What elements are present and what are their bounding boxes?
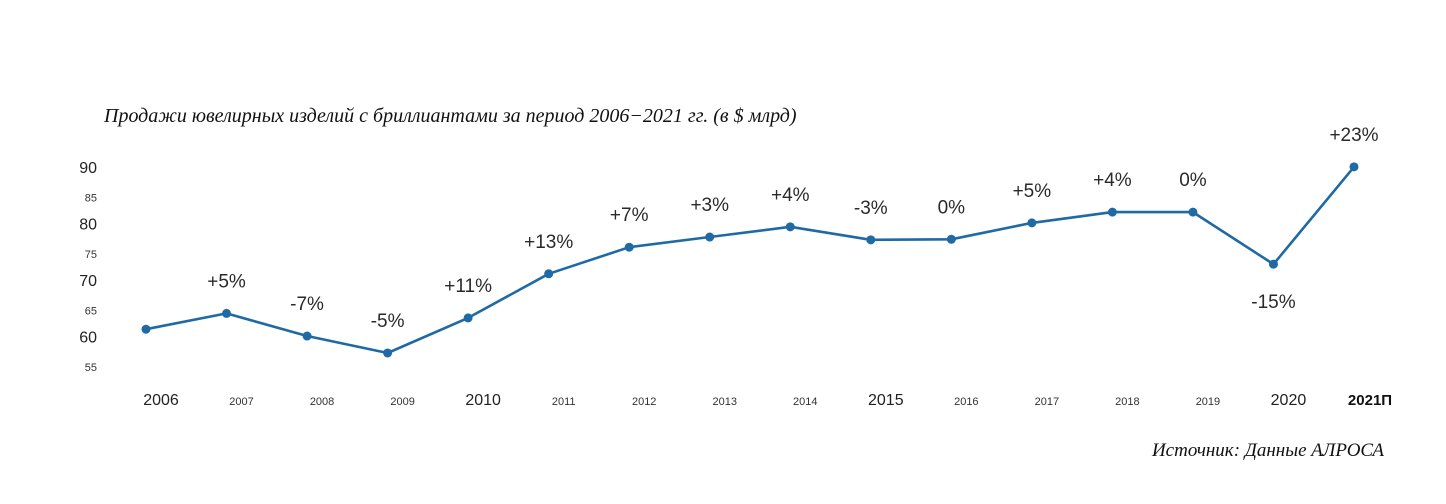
x-tick-label: 2011 [552, 396, 576, 408]
data-label: -3% [854, 198, 888, 219]
data-label: +7% [610, 205, 649, 226]
data-point [302, 331, 312, 341]
x-tick-label: 2013 [712, 396, 736, 408]
y-axis: 90 85 80 75 70 65 60 55 [79, 160, 97, 374]
y-tick-label: 75 [85, 249, 97, 261]
x-tick-label: 2017 [1035, 396, 1059, 408]
x-tick-label: 2020 [1271, 392, 1307, 409]
data-point [141, 324, 151, 334]
data-label: +11% [444, 276, 492, 297]
data-label: 0% [938, 197, 966, 218]
data-label: +13% [524, 232, 573, 253]
data-point [1027, 218, 1037, 228]
data-label: +5% [1013, 181, 1052, 202]
data-label: +5% [207, 271, 246, 292]
data-label: -5% [371, 311, 405, 332]
data-label: +23% [1329, 125, 1378, 146]
x-tick-label: 2019 [1196, 396, 1220, 408]
data-label: -7% [290, 294, 324, 315]
data-label: +3% [690, 195, 729, 216]
x-tick-label: 2018 [1115, 396, 1139, 408]
x-axis: 2006 2007 2008 2009 2010 2011 2012 2013 2014 2015… [143, 392, 1392, 409]
x-tick-label: 2014 [793, 396, 817, 408]
y-tick-label: 85 [85, 192, 97, 204]
x-tick-label: 2012 [632, 396, 656, 408]
x-tick-label: 2007 [229, 396, 253, 408]
data-label: 0% [1179, 170, 1207, 191]
data-point [946, 234, 956, 244]
y-tick-label: 60 [79, 330, 97, 347]
x-tick-label: 2010 [465, 392, 501, 409]
x-tick-label: 2009 [390, 396, 414, 408]
series-line [145, 166, 1356, 355]
data-point [463, 313, 473, 323]
chart-title: Продажи ювелирных изделий с бриллиантами… [103, 105, 797, 127]
y-tick-label: 65 [85, 305, 97, 317]
x-tick-label: 2015 [868, 392, 904, 409]
data-point [705, 232, 715, 242]
x-tick-label: 2008 [310, 396, 334, 408]
y-tick-label: 90 [79, 160, 97, 177]
x-tick-label: 2016 [954, 396, 978, 408]
data-point [544, 269, 554, 279]
data-point [1188, 207, 1198, 217]
series-group: +5% -7% -5% +11% +13% +7% +3% +4% -3% 0% +5% +4% 0% -… [141, 125, 1379, 358]
data-label: -15% [1251, 292, 1295, 313]
x-tick-label: 2006 [143, 392, 179, 409]
data-point [1349, 162, 1359, 172]
data-label: +4% [1093, 170, 1132, 191]
data-label: +4% [771, 185, 810, 206]
x-tick-label: 2021П [1348, 392, 1392, 409]
y-tick-label: 80 [79, 217, 97, 234]
data-point [1268, 259, 1278, 269]
data-point [383, 348, 393, 358]
data-point [624, 242, 634, 252]
data-point [1107, 207, 1117, 217]
y-tick-label: 70 [79, 273, 97, 290]
data-point [785, 222, 795, 232]
y-tick-label: 55 [85, 362, 97, 374]
data-point [866, 235, 876, 245]
data-point [222, 308, 232, 318]
source-note: Источник: Данные АЛРОСА [1151, 440, 1384, 461]
